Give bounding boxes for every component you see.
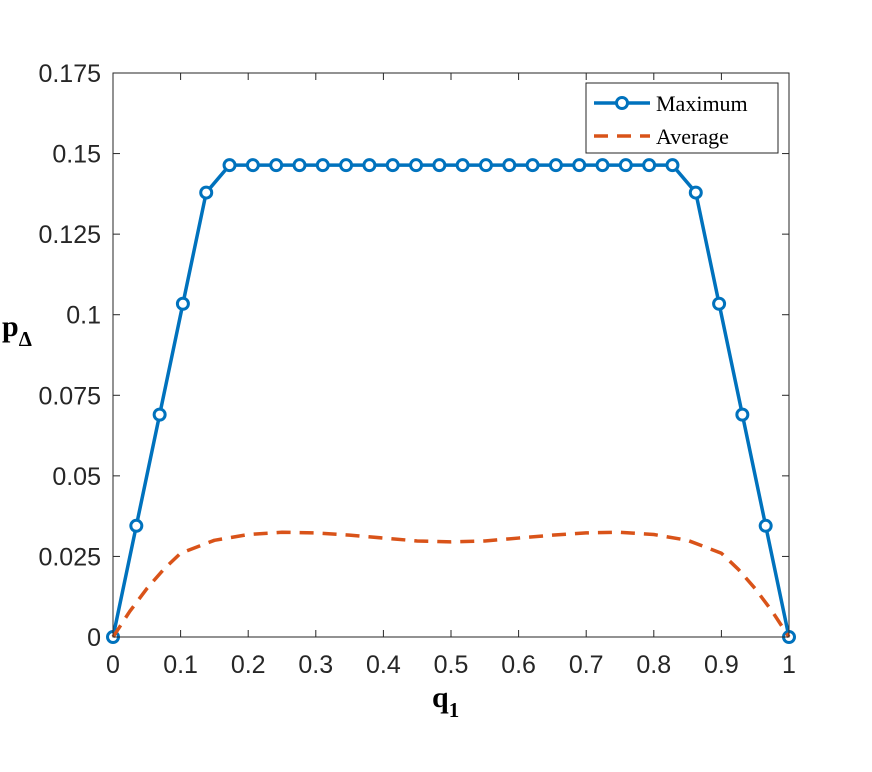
legend: Maximum Average: [585, 82, 779, 154]
data-point-maximum: [525, 158, 540, 173]
data-point-maximum: [385, 158, 400, 173]
x-tick-label: 0.6: [501, 651, 536, 679]
data-point-maximum: [478, 158, 493, 173]
data-point-maximum: [129, 518, 144, 533]
data-point-maximum: [409, 158, 424, 173]
x-axis-ticks: 0 0.1 0.2 0.3 0.4 0.5 0.6 0.7 0.8 0.9 1: [106, 73, 796, 679]
x-axis-label-sub: 1: [449, 698, 460, 722]
plot-area: [113, 73, 789, 637]
data-point-maximum: [618, 158, 633, 173]
data-point-maximum: [222, 158, 237, 173]
data-point-maximum: [339, 158, 354, 173]
x-tick-label: 0.7: [569, 651, 604, 679]
y-tick-label: 0.175: [38, 60, 101, 88]
x-tick-label: 0.1: [163, 651, 198, 679]
data-point-maximum: [665, 158, 680, 173]
data-point-maximum: [199, 185, 214, 200]
y-tick-label: 0.025: [38, 543, 101, 571]
legend-label-average: Average: [656, 124, 729, 149]
x-tick-label: 0.4: [366, 651, 401, 679]
x-tick-label: 0: [106, 651, 120, 679]
legend-label-maximum: Maximum: [656, 91, 748, 116]
data-point-maximum: [269, 158, 284, 173]
data-point-maximum: [455, 158, 470, 173]
x-tick-label: 0.2: [231, 651, 266, 679]
data-point-maximum: [245, 158, 260, 173]
y-tick-label: 0.1: [66, 302, 101, 330]
y-axis-ticks: 0 0.025 0.05 0.075 0.1 0.125 0.15 0.175: [38, 60, 789, 652]
x-tick-label: 0.8: [636, 651, 671, 679]
x-axis-label-main: q: [432, 681, 449, 714]
data-point-maximum: [758, 518, 773, 533]
data-point-maximum: [572, 158, 587, 173]
y-tick-label: 0.075: [38, 382, 101, 410]
series-line-average: [111, 530, 791, 638]
data-point-maximum: [315, 158, 330, 173]
x-tick-label: 0.5: [434, 651, 469, 679]
data-point-maximum: [642, 158, 657, 173]
legend-box: [585, 82, 779, 154]
x-axis-label: q1: [432, 681, 459, 722]
data-point-maximum: [292, 158, 307, 173]
y-axis-label-main: p: [2, 310, 19, 343]
data-point-maximum: [712, 296, 727, 311]
data-point-maximum: [688, 185, 703, 200]
data-point-maximum: [432, 158, 447, 173]
data-point-maximum: [362, 158, 377, 173]
data-point-maximum: [502, 158, 517, 173]
y-axis-label-sub: Δ: [19, 327, 32, 351]
y-axis-label: pΔ: [2, 310, 32, 351]
y-tick-label: 0: [87, 624, 101, 652]
x-tick-label: 0.9: [704, 651, 739, 679]
data-point-maximum: [595, 158, 610, 173]
data-point-maximum: [175, 296, 190, 311]
x-tick-label: 1: [782, 651, 796, 679]
data-point-maximum: [152, 407, 167, 422]
y-tick-label: 0.15: [52, 141, 101, 169]
data-point-maximum: [548, 158, 563, 173]
y-tick-label: 0.05: [52, 463, 101, 491]
y-tick-label: 0.125: [38, 221, 101, 249]
legend-marker-maximum: [615, 96, 629, 110]
x-tick-label: 0.3: [298, 651, 333, 679]
data-point-maximum: [735, 407, 750, 422]
series-layer: [106, 158, 796, 644]
